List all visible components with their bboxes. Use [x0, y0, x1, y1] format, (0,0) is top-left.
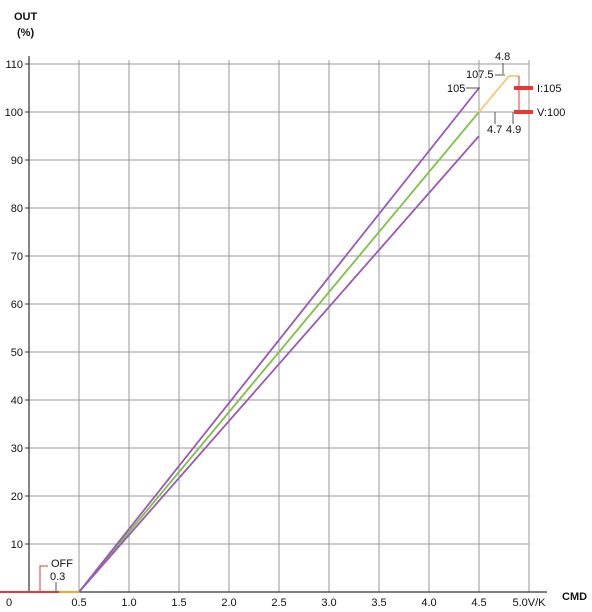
label-4-9: 4.9 — [506, 124, 521, 136]
limit-marker-label: I:105 — [537, 83, 561, 95]
y-tick-label: 10 — [11, 539, 23, 551]
x-tick-label: 2.5 — [271, 597, 286, 609]
y-tick-label: 50 — [11, 347, 23, 359]
y-tick-label: 90 — [11, 155, 23, 167]
annotation-layer: OFF 0.3 4.8 107.5 105 4.7 4.9 — [39, 51, 521, 592]
x-tick-label: 1.0 — [121, 597, 136, 609]
label-105: 105 — [447, 83, 465, 95]
x-tick-label: 4.0 — [421, 597, 436, 609]
y-tick-label: 110 — [5, 59, 23, 71]
series-layer — [0, 75, 519, 593]
off-value-label: 0.3 — [50, 571, 65, 583]
series-saturation-ramp — [478, 75, 519, 113]
x-axis-title: CMD — [562, 591, 587, 603]
off-label: OFF — [51, 558, 73, 570]
x-tick-label: 4.5 — [471, 597, 486, 609]
x-tick-label: 0.5 — [71, 597, 86, 609]
x-tick-label: 3.0 — [321, 597, 336, 609]
x-tick-label: 0 — [6, 597, 12, 609]
x-tick-label: 2.0 — [221, 597, 236, 609]
y-tick-label: 80 — [11, 203, 23, 215]
marker-layer: I:105 V:100 — [514, 76, 565, 119]
x-tick-label: 1.5 — [171, 597, 186, 609]
series-upper-tolerance — [78, 87, 480, 593]
x-tick-label: 3.5 — [371, 597, 386, 609]
y-tick-label: 20 — [11, 491, 23, 503]
y-axis-title-line1: OUT — [14, 11, 38, 23]
y-tick-label: 40 — [11, 395, 23, 407]
label-4-8: 4.8 — [495, 51, 510, 63]
series-lower-tolerance — [78, 135, 480, 593]
limit-marker-label: V:100 — [537, 107, 565, 119]
grid-layer: 0 0.5 1.0 1.5 2.0 2.5 3.0 3.5 4.0 4.5 5.0V/K 10 20 30… — [0, 56, 547, 609]
y-tick-label: 70 — [11, 251, 23, 263]
x-tick-label: 5.0V/K — [512, 597, 546, 609]
label-4-7: 4.7 — [487, 124, 502, 136]
label-107-5: 107.5 — [466, 69, 494, 81]
y-tick-label: 60 — [11, 299, 23, 311]
y-axis-title-line2: (%) — [17, 27, 34, 39]
y-tick-label: 100 — [5, 107, 23, 119]
off-bracket — [39, 565, 48, 592]
series-nominal — [78, 111, 480, 593]
y-tick-label: 30 — [11, 443, 23, 455]
